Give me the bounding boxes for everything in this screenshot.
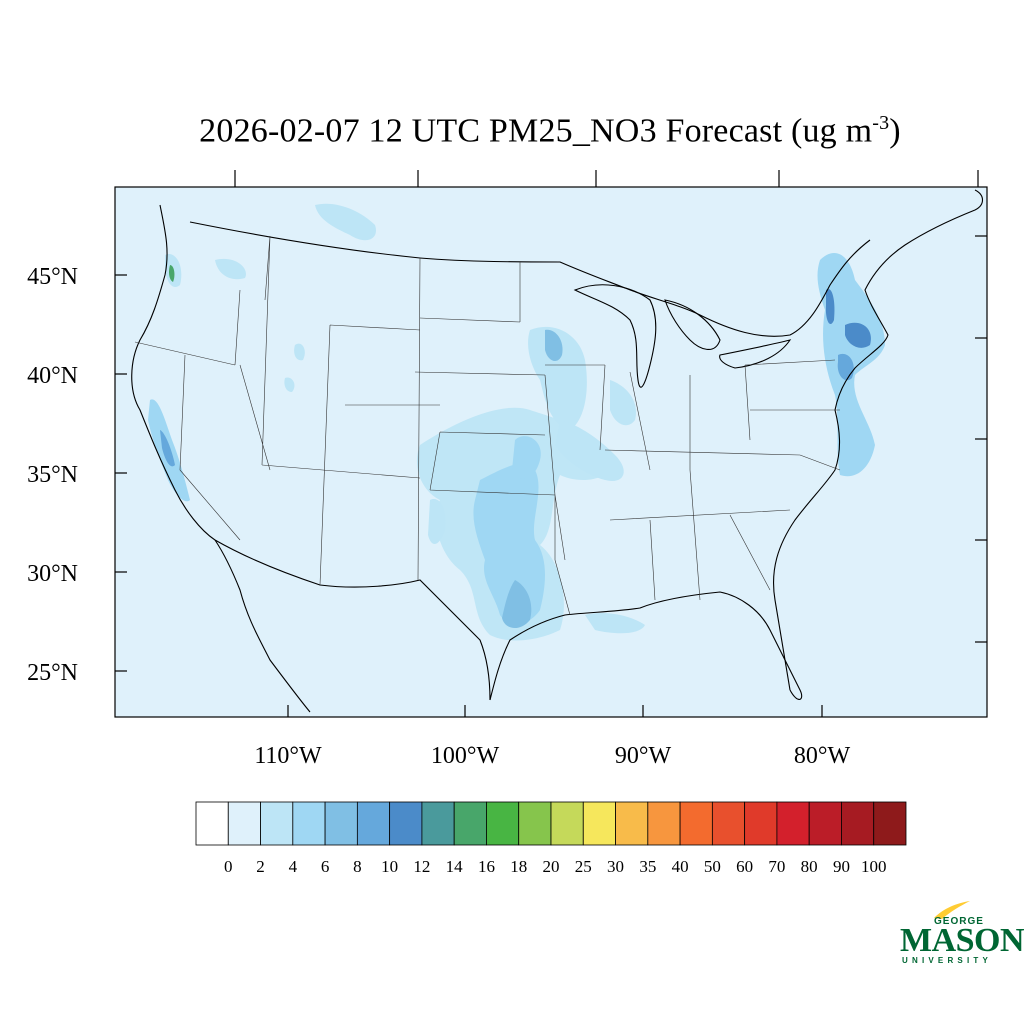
colorbar-label: 10	[381, 857, 398, 876]
colorbar-label: 100	[861, 857, 887, 876]
plume-nyc	[837, 353, 854, 381]
colorbar-swatch	[518, 801, 552, 846]
colorbar-label: 50	[704, 857, 721, 876]
state-lines-central	[414, 262, 606, 616]
latitude-labels: 45°N 40°N 35°N 30°N 25°N	[27, 264, 78, 686]
axis-ticks	[115, 170, 987, 717]
lat-label-25: 25°N	[27, 660, 78, 686]
colorbar-swatch	[389, 801, 423, 846]
colorbar-swatch	[324, 801, 358, 846]
title-text: 2026-02-07 12 UTC PM25_NO3 Forecast (ug …	[199, 112, 873, 150]
lon-label-100: 100°W	[431, 743, 500, 769]
lat-label-45: 45°N	[27, 264, 78, 290]
colorbar-swatch	[776, 801, 810, 846]
colorbar-label: 60	[736, 857, 753, 876]
logo-swoosh-icon	[934, 901, 970, 919]
colorbar-swatch	[582, 801, 616, 846]
colorbar-swatch	[550, 801, 584, 846]
colorbar-label: 2	[256, 857, 265, 876]
state-borders	[134, 235, 841, 616]
lon-label-90: 90°W	[615, 743, 672, 769]
colorbar-swatch	[647, 801, 681, 846]
lon-label-110: 110°W	[254, 743, 322, 769]
colorbar-swatch	[873, 801, 907, 846]
colorbar-swatch	[841, 801, 875, 846]
lat-label-35: 35°N	[27, 462, 78, 488]
colorbar-label: 35	[639, 857, 656, 876]
west-coast	[131, 204, 311, 713]
colorbar-label: 6	[321, 857, 330, 876]
colorbar	[195, 801, 907, 846]
plume-california-core	[160, 430, 175, 467]
colorbar-swatch	[453, 801, 487, 846]
plume-iowa-core	[545, 329, 563, 362]
colorbar-swatch	[421, 801, 455, 846]
longitude-labels: 110°W 100°W 90°W 80°W	[254, 743, 850, 769]
logo-george: GEORGE	[934, 916, 984, 927]
gmu-logo: GEORGE MASON UNIVERSITY	[898, 900, 1024, 970]
colorbar-label: 30	[607, 857, 624, 876]
lon-label-80: 80°W	[794, 743, 851, 769]
logo-mason: MASON	[900, 922, 1024, 959]
plume-northeast-core	[825, 289, 871, 348]
plume-texas-core	[473, 463, 545, 625]
colorbar-label: 12	[413, 857, 430, 876]
state-lines-east	[604, 359, 841, 601]
title-superscript: -3	[872, 112, 890, 134]
colorbar-swatch	[615, 801, 649, 846]
great-lakes	[573, 284, 792, 388]
plume-kansas	[512, 436, 541, 479]
colorbar-swatch	[679, 801, 713, 846]
colorbar-label: 18	[510, 857, 527, 876]
colorbar-label: 4	[289, 857, 298, 876]
plume-oregon	[165, 254, 246, 288]
colorbar-swatch	[260, 801, 294, 846]
colorbar-swatch	[356, 801, 391, 846]
plume-oregon-core	[169, 265, 175, 282]
colorbar-swatch	[711, 801, 746, 846]
plume-utah	[284, 343, 305, 392]
colorbar-label: 70	[768, 857, 785, 876]
colorbar-swatch	[744, 801, 778, 846]
title-close: )	[889, 112, 901, 150]
colorbar-labels: 0 2 4 6 8 10 12 14 16 18 20 25 30 35 40 50 60 70 80 90 100	[224, 857, 886, 876]
logo-university: UNIVERSITY	[902, 956, 993, 965]
east-coast	[772, 189, 984, 691]
coastlines	[131, 189, 984, 713]
colorbar-label: 14	[446, 857, 464, 876]
state-lines-west	[134, 235, 440, 586]
plume-pacific-nw	[315, 203, 376, 241]
plume-ohio	[610, 380, 636, 426]
colorbar-label: 20	[543, 857, 560, 876]
colorbar-label: 8	[353, 857, 362, 876]
colorbar-label: 80	[801, 857, 818, 876]
colorbar-label: 25	[575, 857, 592, 876]
colorbar-label: 90	[833, 857, 850, 876]
plume-iowa	[528, 326, 587, 430]
concentration-shading	[148, 203, 885, 641]
map-title: 2026-02-07 12 UTC PM25_NO3 Forecast (ug …	[0, 112, 1024, 150]
colorbar-label: 0	[224, 857, 233, 876]
lat-label-40: 40°N	[27, 363, 78, 389]
plume-texas-inner	[502, 580, 532, 629]
colorbar-label: 40	[672, 857, 689, 876]
gulf-coast	[489, 591, 803, 701]
colorbar-swatch	[195, 801, 229, 846]
colorbar-swatch	[808, 801, 842, 846]
colorbar-swatch	[292, 801, 326, 846]
plume-new-mexico	[428, 499, 446, 545]
plume-midwest	[555, 420, 624, 481]
colorbar-swatch	[486, 801, 520, 846]
mexico-border	[214, 539, 491, 701]
plume-gulf	[585, 613, 645, 634]
colorbar-label: 16	[478, 857, 495, 876]
colorbar-swatch	[227, 801, 261, 846]
lat-label-30: 30°N	[27, 561, 78, 587]
